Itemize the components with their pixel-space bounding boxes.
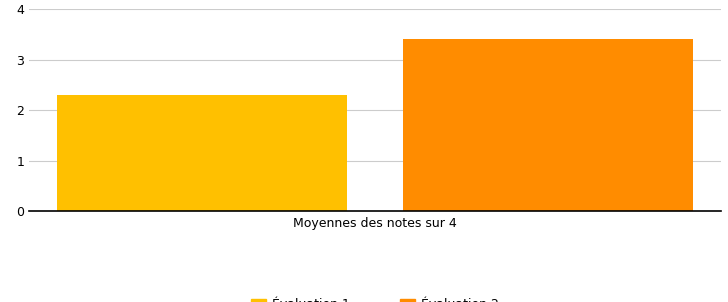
Bar bbox=[57, 95, 347, 211]
Bar bbox=[403, 40, 693, 211]
Legend: Évaluation 1, Évaluation 2: Évaluation 1, Évaluation 2 bbox=[246, 294, 504, 302]
X-axis label: Moyennes des notes sur 4: Moyennes des notes sur 4 bbox=[293, 217, 456, 230]
